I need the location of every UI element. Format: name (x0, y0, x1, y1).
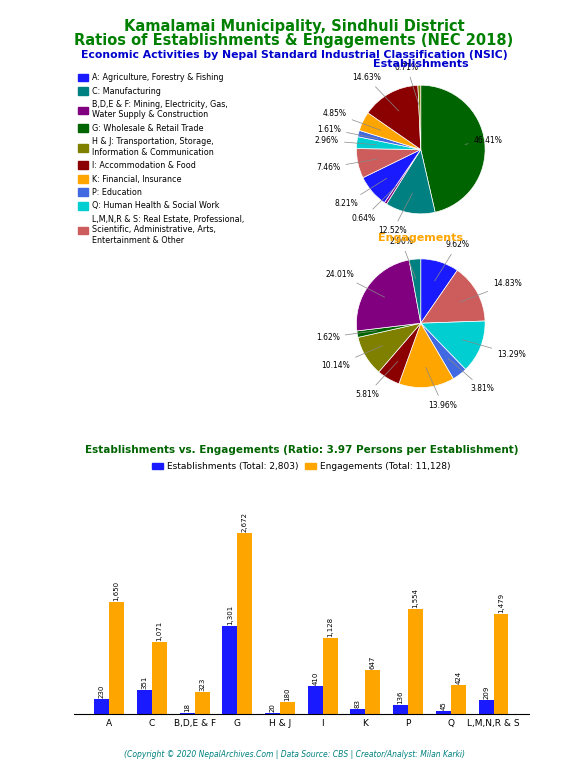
Bar (265, 713, 280, 714)
Bar (365, 670, 380, 714)
Text: 46.41%: 46.41% (465, 136, 503, 144)
Wedge shape (421, 321, 485, 369)
Legend: Establishments (Total: 2,803), Engagements (Total: 11,128): Establishments (Total: 2,803), Engagemen… (149, 458, 454, 475)
Text: 1,128: 1,128 (327, 617, 333, 637)
Text: 14.63%: 14.63% (352, 73, 399, 111)
Text: 9.62%: 9.62% (435, 240, 469, 281)
Text: 83: 83 (355, 699, 361, 707)
Text: 1,301: 1,301 (227, 604, 233, 625)
Bar (222, 626, 238, 714)
Text: 410: 410 (312, 672, 318, 685)
Text: 209: 209 (483, 686, 489, 699)
Text: Kamalamai Municipality, Sindhuli District: Kamalamai Municipality, Sindhuli Distric… (123, 19, 465, 35)
Wedge shape (385, 150, 421, 204)
Bar (436, 711, 451, 714)
Text: 1.62%: 1.62% (316, 331, 377, 342)
Bar (408, 609, 423, 714)
Text: 45: 45 (440, 701, 446, 710)
Wedge shape (399, 323, 453, 388)
Title: Engagements: Engagements (378, 233, 463, 243)
Wedge shape (368, 85, 421, 150)
Bar (323, 637, 338, 714)
Bar (137, 690, 152, 714)
Text: 1,650: 1,650 (113, 581, 119, 601)
Text: Ratios of Establishments & Engagements (NEC 2018): Ratios of Establishments & Engagements (… (74, 33, 514, 48)
Bar (493, 614, 509, 714)
Text: (Copyright © 2020 NepalArchives.Com | Data Source: CBS | Creator/Analyst: Milan : (Copyright © 2020 NepalArchives.Com | Da… (123, 750, 465, 759)
Wedge shape (379, 323, 421, 384)
Wedge shape (409, 259, 421, 323)
Title: Establishments vs. Engagements (Ratio: 3.97 Persons per Establishment): Establishments vs. Engagements (Ratio: 3… (85, 445, 518, 455)
Text: 14.83%: 14.83% (460, 280, 522, 302)
Text: 1,071: 1,071 (156, 621, 162, 641)
Text: 8.21%: 8.21% (335, 178, 387, 208)
Text: 1,554: 1,554 (413, 588, 419, 607)
Text: 3.81%: 3.81% (448, 359, 495, 393)
Wedge shape (418, 85, 421, 150)
Bar (451, 686, 466, 714)
Text: 1,479: 1,479 (498, 593, 504, 613)
Text: 180: 180 (285, 687, 290, 701)
Text: 13.29%: 13.29% (462, 339, 526, 359)
Bar (393, 705, 408, 714)
Text: 424: 424 (455, 671, 462, 684)
Text: 351: 351 (141, 676, 148, 690)
Title: Establishments: Establishments (373, 59, 469, 69)
Wedge shape (356, 148, 421, 177)
Text: 2.96%: 2.96% (315, 136, 376, 145)
Wedge shape (358, 131, 421, 150)
Bar (350, 709, 365, 714)
Text: 0.71%: 0.71% (395, 63, 419, 105)
Text: 10.14%: 10.14% (322, 346, 382, 370)
Wedge shape (356, 260, 421, 331)
Wedge shape (386, 150, 435, 214)
Text: 136: 136 (397, 690, 403, 704)
Text: 13.96%: 13.96% (426, 367, 457, 409)
Bar (109, 602, 124, 714)
Wedge shape (421, 259, 457, 323)
Text: 7.46%: 7.46% (316, 159, 377, 172)
Bar (308, 687, 323, 714)
Text: Economic Activities by Nepal Standard Industrial Classification (NSIC): Economic Activities by Nepal Standard In… (81, 50, 507, 60)
Bar (195, 692, 209, 714)
Bar (280, 702, 295, 714)
Wedge shape (357, 323, 421, 337)
Text: 20: 20 (269, 703, 276, 712)
Text: 24.01%: 24.01% (326, 270, 385, 297)
Text: 230: 230 (99, 684, 105, 697)
Bar (479, 700, 493, 714)
Text: 323: 323 (199, 678, 205, 691)
Wedge shape (421, 323, 466, 379)
Wedge shape (356, 137, 421, 150)
Text: 5.81%: 5.81% (355, 362, 397, 399)
Text: 2.90%: 2.90% (389, 237, 416, 279)
Bar (94, 699, 109, 714)
Wedge shape (421, 270, 485, 323)
Wedge shape (363, 150, 421, 203)
Legend: A: Agriculture, Forestry & Fishing, C: Manufacturing, B,D,E & F: Mining, Electri: A: Agriculture, Forestry & Fishing, C: M… (78, 73, 244, 245)
Bar (152, 641, 167, 714)
Text: 2,672: 2,672 (242, 512, 248, 532)
Bar (238, 533, 252, 714)
Text: 18: 18 (184, 703, 190, 712)
Text: 1.61%: 1.61% (317, 124, 377, 138)
Text: 4.85%: 4.85% (323, 109, 380, 131)
Bar (179, 713, 195, 714)
Wedge shape (359, 113, 421, 150)
Text: 12.52%: 12.52% (379, 194, 413, 235)
Text: 0.64%: 0.64% (352, 187, 396, 223)
Text: 647: 647 (370, 656, 376, 670)
Wedge shape (421, 85, 485, 212)
Wedge shape (358, 323, 421, 372)
